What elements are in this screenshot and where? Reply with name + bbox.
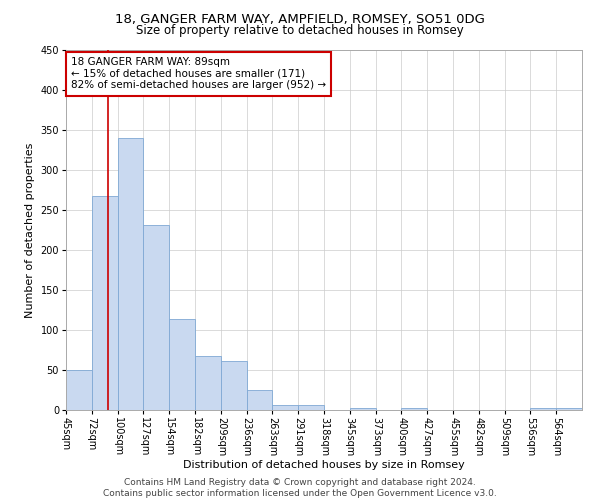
Bar xyxy=(143,225,169,410)
Bar xyxy=(221,361,247,410)
Bar xyxy=(556,408,582,410)
Text: 18 GANGER FARM WAY: 89sqm
← 15% of detached houses are smaller (171)
82% of semi: 18 GANGER FARM WAY: 89sqm ← 15% of detac… xyxy=(71,57,326,90)
Bar xyxy=(169,319,196,410)
Bar xyxy=(196,356,221,410)
Bar xyxy=(247,390,272,410)
X-axis label: Distribution of detached houses by size in Romsey: Distribution of detached houses by size … xyxy=(183,460,465,470)
Bar xyxy=(272,405,298,410)
Bar xyxy=(66,370,92,410)
Text: 18, GANGER FARM WAY, AMPFIELD, ROMSEY, SO51 0DG: 18, GANGER FARM WAY, AMPFIELD, ROMSEY, S… xyxy=(115,12,485,26)
Text: Size of property relative to detached houses in Romsey: Size of property relative to detached ho… xyxy=(136,24,464,37)
Bar xyxy=(118,138,143,410)
Bar xyxy=(530,408,556,410)
Text: Contains HM Land Registry data © Crown copyright and database right 2024.
Contai: Contains HM Land Registry data © Crown c… xyxy=(103,478,497,498)
Bar xyxy=(92,196,118,410)
Bar xyxy=(298,405,324,410)
Bar xyxy=(350,408,376,410)
Bar xyxy=(401,408,427,410)
Y-axis label: Number of detached properties: Number of detached properties xyxy=(25,142,35,318)
